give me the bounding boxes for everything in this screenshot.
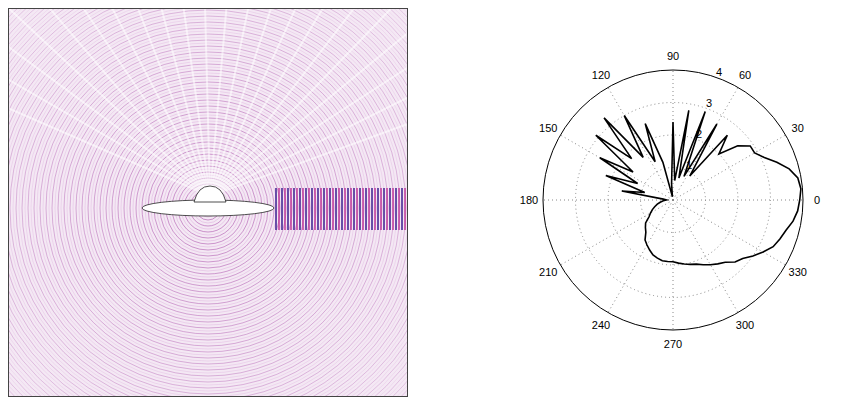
svg-text:30: 30 — [792, 122, 804, 134]
svg-text:270: 270 — [664, 338, 682, 350]
svg-text:3: 3 — [706, 97, 712, 109]
svg-text:180: 180 — [520, 194, 538, 206]
svg-text:1: 1 — [686, 159, 692, 171]
svg-text:60: 60 — [739, 69, 751, 81]
svg-text:300: 300 — [736, 319, 754, 331]
svg-text:240: 240 — [592, 319, 610, 331]
svg-text:0: 0 — [814, 194, 820, 206]
svg-text:330: 330 — [789, 266, 807, 278]
svg-text:4: 4 — [716, 66, 722, 78]
svg-text:120: 120 — [592, 69, 610, 81]
svg-text:2: 2 — [696, 128, 702, 140]
svg-text:150: 150 — [539, 122, 557, 134]
svg-text:210: 210 — [539, 266, 557, 278]
svg-text:90: 90 — [667, 50, 679, 62]
